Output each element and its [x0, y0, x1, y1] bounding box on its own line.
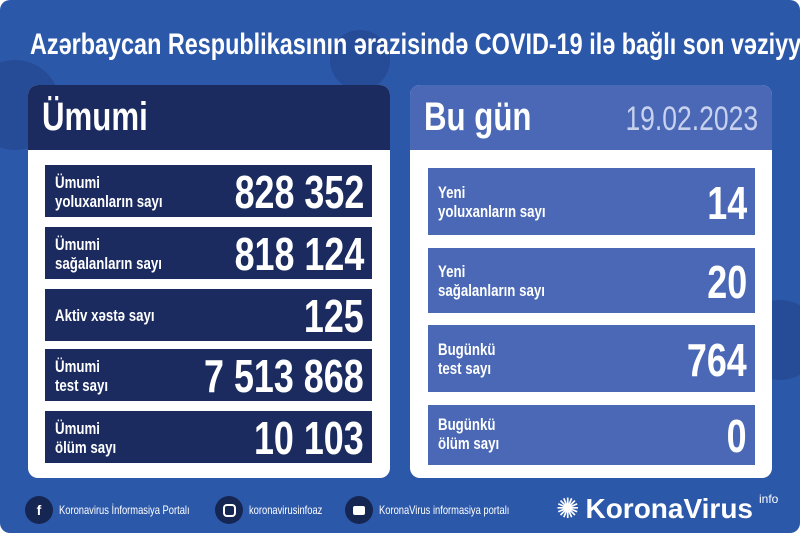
label: test sayı [438, 359, 492, 378]
stat-row-total-recovered: Ümumi sağalanların sayı 818 124 [45, 227, 372, 280]
label: Yeni [438, 262, 466, 281]
label: yoluxanların sayı [438, 202, 546, 221]
koronavirus-logo: ✺ KoronaVirus info [556, 492, 778, 525]
label: Ümumi [55, 173, 100, 192]
value: 10 103 [254, 412, 364, 464]
value: 14 [707, 177, 747, 229]
label: yoluxanların sayı [55, 192, 163, 211]
label: Bugünkü [438, 415, 496, 434]
youtube-link[interactable]: KoronaVirus informasiya portalı [345, 496, 546, 524]
footer: f Koronavirus İnformasiya Portalı koronav… [0, 488, 800, 533]
value: 764 [687, 334, 747, 386]
instagram-link[interactable]: koronavirusinfoaz [215, 496, 343, 524]
total-panel: Ümumi Ümumi yoluxanların sayı 828 352 Ümu… [28, 85, 390, 478]
today-heading: Bu gün [424, 95, 532, 139]
value: 0 [727, 410, 747, 462]
sun-virus-icon: ✺ [556, 493, 580, 524]
stat-row-active: Aktiv xəstə sayı 125 [45, 289, 372, 342]
value: 125 [304, 290, 364, 342]
youtube-icon [345, 496, 373, 524]
facebook-icon: f [25, 496, 53, 524]
logo-sup: info [759, 491, 779, 506]
label: Bugünkü [438, 340, 496, 359]
virus-decoration [330, 30, 390, 90]
stat-row-total-deaths: Ümumi ölüm sayı 10 103 [45, 411, 372, 464]
label: sağalanların sayı [438, 281, 545, 300]
stat-row-new-infected: Yeni yoluxanların sayı 14 [428, 168, 755, 235]
label: ölüm sayı [438, 434, 500, 453]
today-panel: Bu gün 19.02.2023 Yeni yoluxanların sayı … [410, 85, 772, 478]
date: 19.02.2023 [625, 100, 758, 138]
value: 7 513 868 [204, 350, 364, 402]
instagram-icon [215, 496, 243, 524]
label: test sayı [55, 376, 109, 395]
label: Ümumi [55, 419, 100, 438]
label: Aktiv xəstə sayı [55, 306, 155, 325]
value: 20 [707, 256, 747, 308]
stat-row-total-tests: Ümumi test sayı 7 513 868 [45, 349, 372, 402]
youtube-label: KoronaVirus informasiya portalı [379, 503, 510, 517]
label: sağalanların sayı [55, 254, 162, 273]
logo-text: KoronaVirus [585, 492, 753, 524]
facebook-link[interactable]: f Koronavirus İnformasiya Portalı [25, 496, 219, 524]
stat-row-today-tests: Bugünkü test sayı 764 [428, 325, 755, 392]
label: ölüm sayı [55, 438, 117, 457]
instagram-label: koronavirusinfoaz [249, 503, 323, 517]
page-title: Azərbaycan Respublikasının ərazisində CO… [30, 28, 800, 61]
stat-row-today-deaths: Bugünkü ölüm sayı 0 [428, 405, 755, 465]
total-header: Ümumi [28, 85, 390, 150]
label: Yeni [438, 183, 466, 202]
total-heading: Ümumi [42, 95, 148, 139]
label: Ümumi [55, 357, 100, 376]
value: 818 124 [234, 228, 364, 280]
stat-row-total-infected: Ümumi yoluxanların sayı 828 352 [45, 165, 372, 218]
label: Ümumi [55, 235, 100, 254]
stat-row-new-recovered: Yeni sağalanların sayı 20 [428, 248, 755, 313]
facebook-label: Koronavirus İnformasiya Portalı [59, 503, 190, 517]
today-header: Bu gün 19.02.2023 [410, 85, 772, 150]
value: 828 352 [234, 166, 364, 218]
